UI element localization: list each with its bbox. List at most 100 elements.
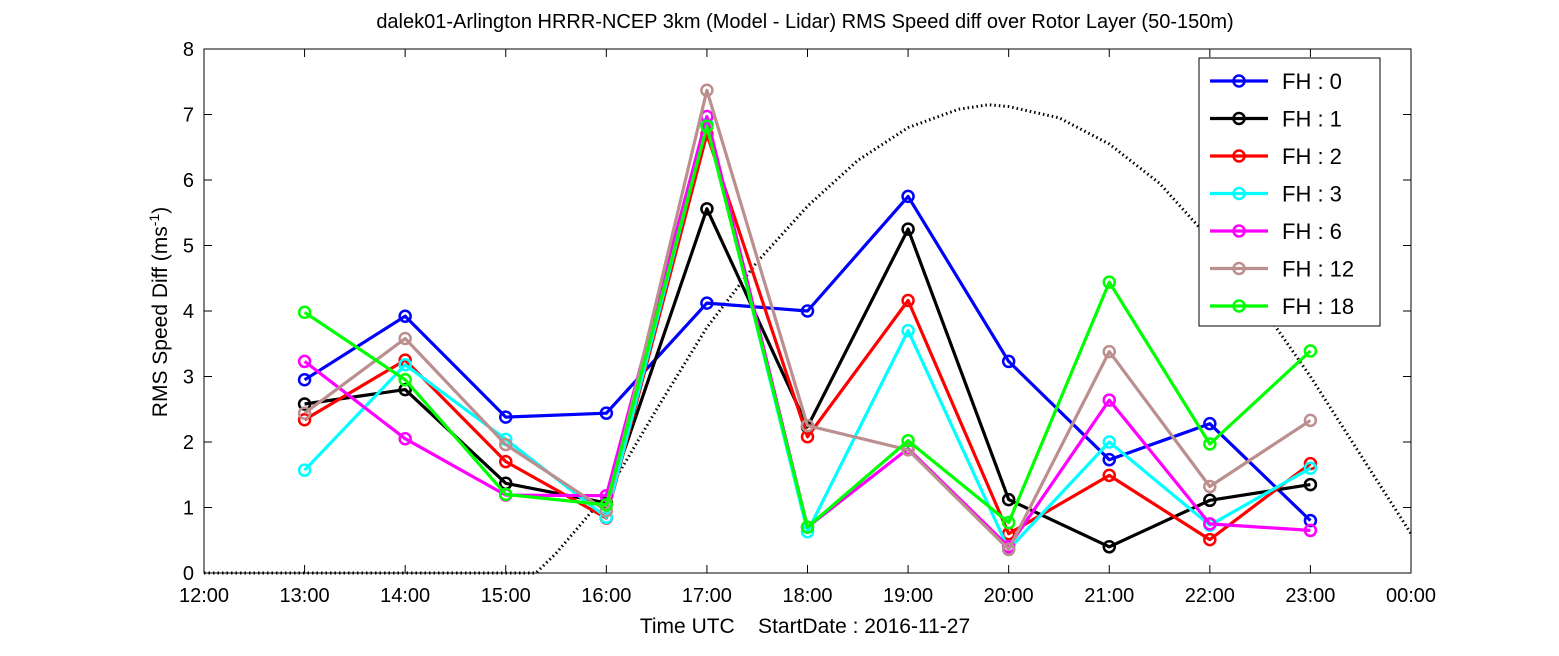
data-point bbox=[700, 296, 714, 310]
legend-label: FH : 6 bbox=[1282, 219, 1342, 244]
x-tick-label: 13:00 bbox=[280, 585, 330, 607]
data-point bbox=[1102, 344, 1116, 359]
legend-swatch-marker bbox=[1232, 149, 1246, 163]
legend-entry: FH : 3 bbox=[1210, 182, 1342, 207]
series-line bbox=[303, 194, 1312, 522]
series-2 bbox=[297, 127, 1318, 547]
y-tick-label: 6 bbox=[183, 170, 194, 192]
y-axis-label-main: RMS Speed Diff (ms bbox=[149, 226, 172, 417]
series-line bbox=[303, 132, 1312, 542]
data-point bbox=[1001, 492, 1016, 507]
x-tick-label: 15:00 bbox=[481, 585, 531, 607]
series-5 bbox=[297, 83, 1318, 557]
data-point bbox=[1102, 468, 1116, 483]
legend-entry: FH : 1 bbox=[1210, 107, 1342, 132]
y-axis-label-close: ) bbox=[149, 207, 172, 214]
data-point bbox=[1203, 532, 1217, 547]
y-tick-label: 7 bbox=[183, 105, 194, 127]
x-axis: 12:00 13:00 14:00 15:00 16:00 17:00 18:00 19:00… bbox=[179, 49, 1436, 607]
data-point bbox=[1001, 515, 1016, 530]
data-point bbox=[1303, 523, 1318, 538]
chart-title: dalek01-Arlington HRRR-NCEP 3km (Model -… bbox=[376, 11, 1233, 33]
legend-entry: FH : 0 bbox=[1210, 69, 1342, 94]
y-tick-label: 8 bbox=[183, 39, 194, 61]
data-point bbox=[499, 437, 513, 452]
series-3 bbox=[297, 117, 1318, 557]
data-point bbox=[297, 354, 312, 369]
legend-label: FH : 0 bbox=[1282, 69, 1342, 94]
data-point bbox=[398, 373, 412, 387]
y-tick-label: 4 bbox=[183, 301, 194, 323]
series-6 bbox=[297, 119, 1318, 534]
data-point bbox=[499, 410, 513, 424]
data-point bbox=[398, 357, 412, 372]
data-point bbox=[1303, 461, 1318, 475]
data-point bbox=[901, 433, 915, 448]
x-axis-label: Time UTC StartDate : 2016-11-27 bbox=[640, 615, 970, 638]
x-tick-label: 12:00 bbox=[179, 585, 229, 607]
legend: FH : 0 FH : 1 FH : 2 FH : 3 FH : 6 FH : 12 FH … bbox=[1198, 57, 1381, 327]
y-axis: 0 1 2 3 4 5 6 7 8 bbox=[183, 39, 1411, 585]
data-point bbox=[700, 119, 714, 134]
data-point bbox=[297, 305, 312, 320]
legend-entry: FH : 2 bbox=[1210, 144, 1342, 169]
x-tick-label: 19:00 bbox=[883, 585, 933, 607]
data-point bbox=[1203, 479, 1217, 494]
x-tick-label: 21:00 bbox=[1084, 585, 1134, 607]
data-point bbox=[700, 83, 714, 98]
data-point bbox=[1001, 354, 1016, 369]
data-point bbox=[1203, 517, 1217, 531]
x-tick-label: 20:00 bbox=[984, 585, 1034, 607]
data-point bbox=[700, 202, 714, 216]
series-layer bbox=[297, 83, 1318, 557]
series-line bbox=[303, 124, 1312, 529]
data-point bbox=[1203, 493, 1217, 508]
y-axis-label: RMS Speed Diff (ms-1) bbox=[146, 207, 172, 417]
data-point bbox=[599, 498, 614, 512]
data-point bbox=[800, 304, 815, 318]
data-point bbox=[1102, 275, 1116, 289]
legend-swatch-marker bbox=[1232, 261, 1246, 276]
data-point bbox=[398, 331, 412, 346]
series-1 bbox=[297, 202, 1318, 554]
x-tick-label: 22:00 bbox=[1185, 585, 1235, 607]
data-point bbox=[297, 397, 312, 411]
legend-label: FH : 3 bbox=[1282, 182, 1342, 207]
data-point bbox=[398, 431, 412, 446]
x-tick-label: 16:00 bbox=[581, 585, 631, 607]
data-point bbox=[1102, 435, 1116, 449]
y-tick-label: 1 bbox=[183, 498, 194, 520]
x-tick-label: 14:00 bbox=[380, 585, 430, 607]
data-point bbox=[599, 406, 614, 420]
data-point bbox=[901, 222, 915, 236]
series-0 bbox=[297, 189, 1318, 528]
series-line bbox=[303, 88, 1312, 552]
legend-swatch-marker bbox=[1232, 299, 1246, 313]
data-point bbox=[297, 412, 312, 427]
legend-entry: FH : 6 bbox=[1210, 219, 1342, 244]
legend-label: FH : 12 bbox=[1282, 257, 1354, 282]
data-point bbox=[1102, 393, 1116, 407]
data-point bbox=[901, 323, 915, 338]
legend-swatch-marker bbox=[1232, 111, 1246, 126]
legend-label: FH : 1 bbox=[1282, 107, 1342, 132]
data-point bbox=[297, 406, 312, 420]
data-point bbox=[1001, 542, 1016, 557]
data-point bbox=[499, 487, 513, 502]
data-point bbox=[499, 454, 513, 469]
x-tick-label: 18:00 bbox=[782, 585, 832, 607]
y-tick-label: 2 bbox=[183, 432, 194, 454]
data-point bbox=[901, 443, 915, 457]
legend-swatch-marker bbox=[1232, 224, 1246, 238]
data-point bbox=[1102, 452, 1116, 467]
y-tick-label: 3 bbox=[183, 367, 194, 389]
data-point bbox=[1203, 437, 1217, 451]
data-point bbox=[901, 293, 915, 308]
series-line bbox=[304, 207, 1311, 549]
y-tick-label: 5 bbox=[183, 236, 194, 258]
data-point bbox=[800, 418, 815, 433]
legend-entry: FH : 18 bbox=[1210, 294, 1354, 319]
legend-label: FH : 2 bbox=[1282, 144, 1342, 169]
x-tick-label: 17:00 bbox=[682, 585, 732, 607]
